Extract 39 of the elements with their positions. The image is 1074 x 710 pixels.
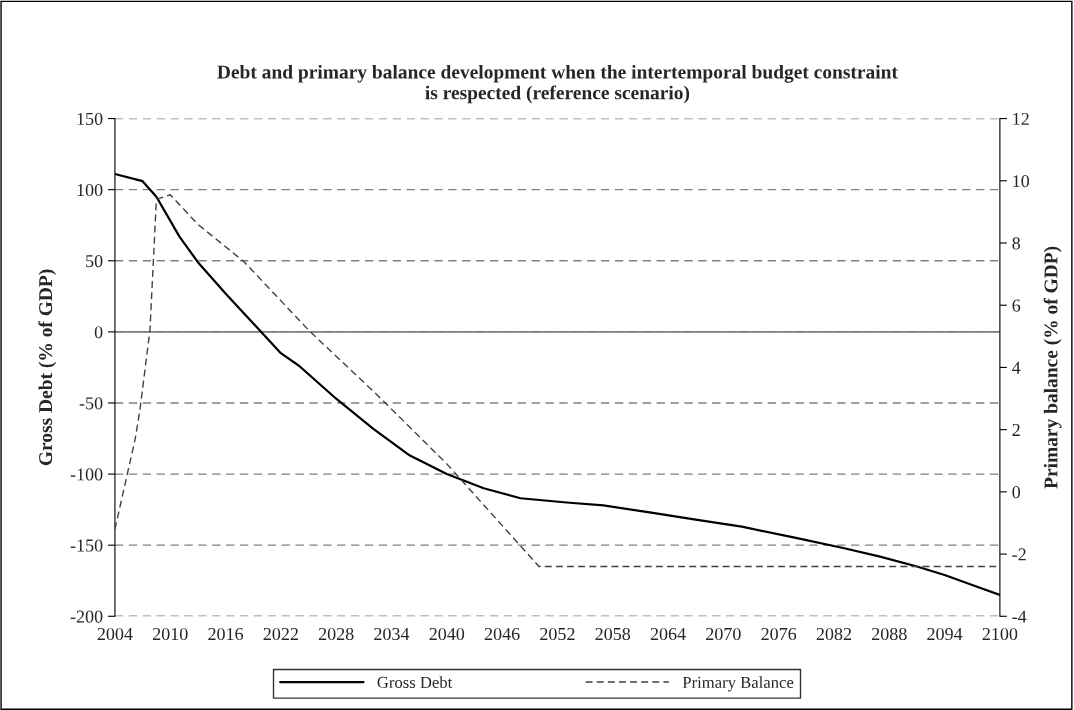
y-tick-label: -200: [70, 610, 103, 623]
x-tick-label: 2040: [429, 627, 465, 641]
x-tick-label: 2064: [650, 627, 686, 641]
y2-tick-label: -2: [1012, 548, 1026, 561]
legend-label: Primary Balance: [682, 676, 794, 692]
x-tick-label: 2094: [927, 627, 963, 641]
x-tick-label: 2070: [706, 627, 741, 641]
y-tick-label: -50: [79, 397, 103, 410]
x-tick-label: 2082: [816, 627, 852, 641]
y-tick-label: 50: [86, 255, 103, 268]
x-tick-label: 2034: [374, 627, 410, 641]
y-tick-label: 100: [77, 183, 103, 197]
y2-axis-title: Primary balance (% of GDP): [1043, 246, 1062, 489]
y2-tick-label: 2: [1012, 423, 1020, 436]
x-tick-label: 2016: [208, 627, 244, 641]
x-tick-label: 2052: [540, 627, 575, 641]
x-tick-label: 2100: [982, 627, 1018, 641]
legend-label: Gross Debt: [377, 676, 453, 689]
y2-tick-label: 4: [1012, 361, 1021, 374]
y2-tick-label: 6: [1012, 299, 1021, 312]
x-tick-label: 2010: [152, 627, 188, 641]
x-tick-label: 2076: [761, 627, 797, 641]
y-tick-label: -100: [70, 468, 103, 481]
x-tick-label: 2028: [318, 627, 354, 641]
x-tick-label: 2046: [484, 627, 520, 641]
y2-tick-label: 12: [1013, 112, 1029, 125]
y-tick-label: 150: [77, 112, 103, 126]
x-tick-label: 2004: [97, 627, 133, 641]
y2-tick-label: 10: [1013, 175, 1030, 188]
y-tick-label: -150: [70, 539, 103, 552]
y-axis-title: Gross Debt (% of GDP): [38, 269, 57, 466]
y-tick-label: 0: [94, 326, 103, 339]
x-tick-label: 2022: [263, 627, 298, 641]
x-tick-label: 2088: [872, 627, 907, 641]
y2-tick-label: 8: [1012, 237, 1021, 250]
chart-title: Debt and primary balance development when the intertemporal budget constraint is respected (reference scenario): [217, 64, 898, 104]
y2-tick-label: -4: [1012, 610, 1027, 623]
x-tick-label: 2058: [595, 627, 631, 641]
y2-tick-label: 0: [1012, 486, 1021, 499]
